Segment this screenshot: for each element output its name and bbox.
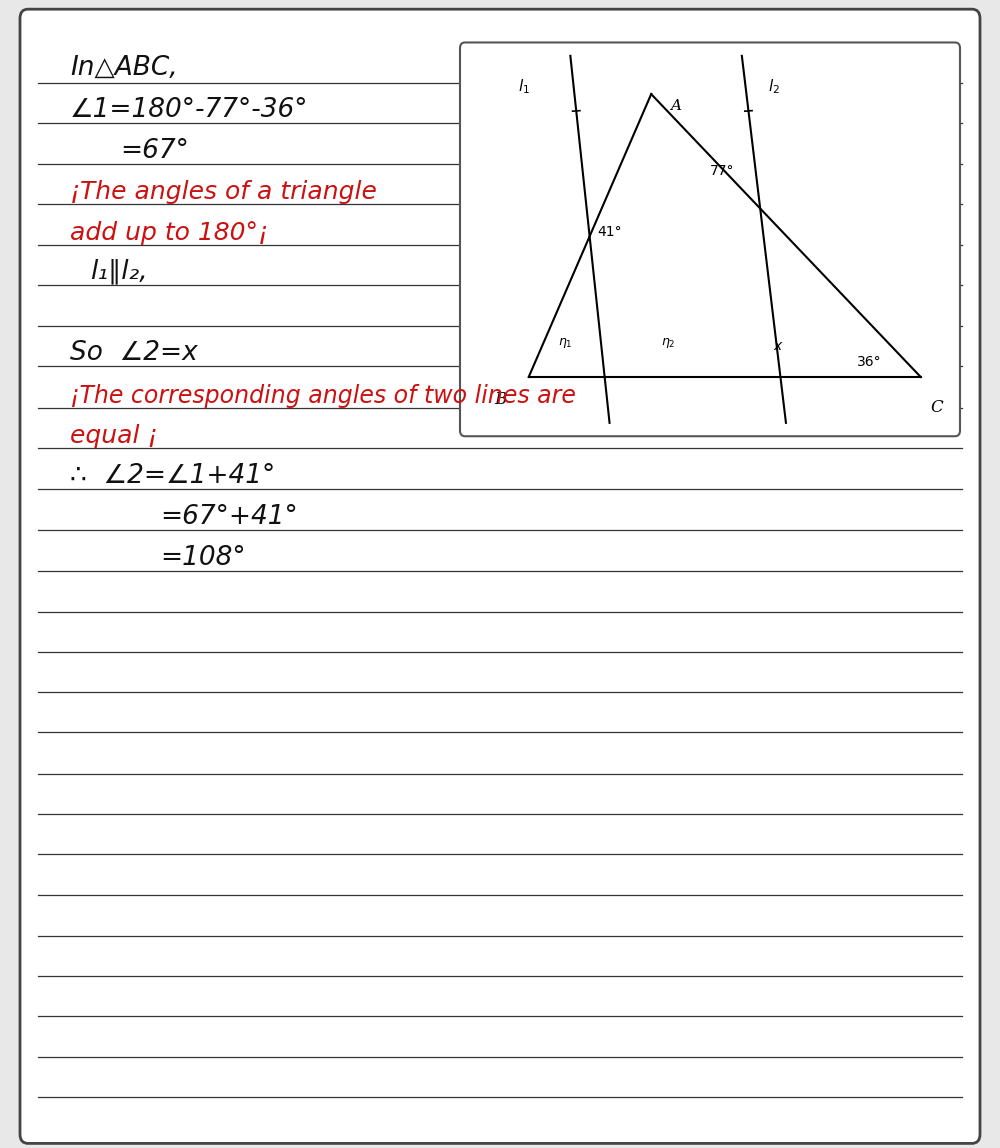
Text: A: A xyxy=(670,99,681,113)
Text: ∠1=180°-77°-36°: ∠1=180°-77°-36° xyxy=(70,96,308,123)
Text: $l_1$: $l_1$ xyxy=(518,77,530,95)
Text: x: x xyxy=(774,340,782,354)
Text: =67°+41°: =67°+41° xyxy=(160,504,298,530)
FancyBboxPatch shape xyxy=(20,9,980,1143)
Text: ¡The angles of a triangle: ¡The angles of a triangle xyxy=(70,180,377,204)
Text: $l_2$: $l_2$ xyxy=(768,77,780,95)
Text: equal ¡: equal ¡ xyxy=(70,424,158,448)
Text: $\eta_1$: $\eta_1$ xyxy=(558,335,573,350)
Text: ∴  ∠2=∠1+41°: ∴ ∠2=∠1+41° xyxy=(70,463,275,489)
Text: B: B xyxy=(494,391,507,409)
Text: 41°: 41° xyxy=(597,225,622,239)
Text: =67°: =67° xyxy=(120,138,189,164)
Text: =108°: =108° xyxy=(160,544,246,571)
Text: ¡The corresponding angles of two lines are: ¡The corresponding angles of two lines a… xyxy=(70,383,576,408)
Text: $\eta_2$: $\eta_2$ xyxy=(661,335,676,350)
Text: C: C xyxy=(930,400,943,416)
Text: 36°: 36° xyxy=(857,355,882,369)
Text: In△ABC,: In△ABC, xyxy=(70,54,178,80)
Text: So  ∠2=x: So ∠2=x xyxy=(70,340,198,366)
Text: 77°: 77° xyxy=(710,163,734,178)
FancyBboxPatch shape xyxy=(460,42,960,436)
Text: add up to 180°¡: add up to 180°¡ xyxy=(70,220,268,245)
Text: l₁∥l₂,: l₁∥l₂, xyxy=(90,258,148,285)
